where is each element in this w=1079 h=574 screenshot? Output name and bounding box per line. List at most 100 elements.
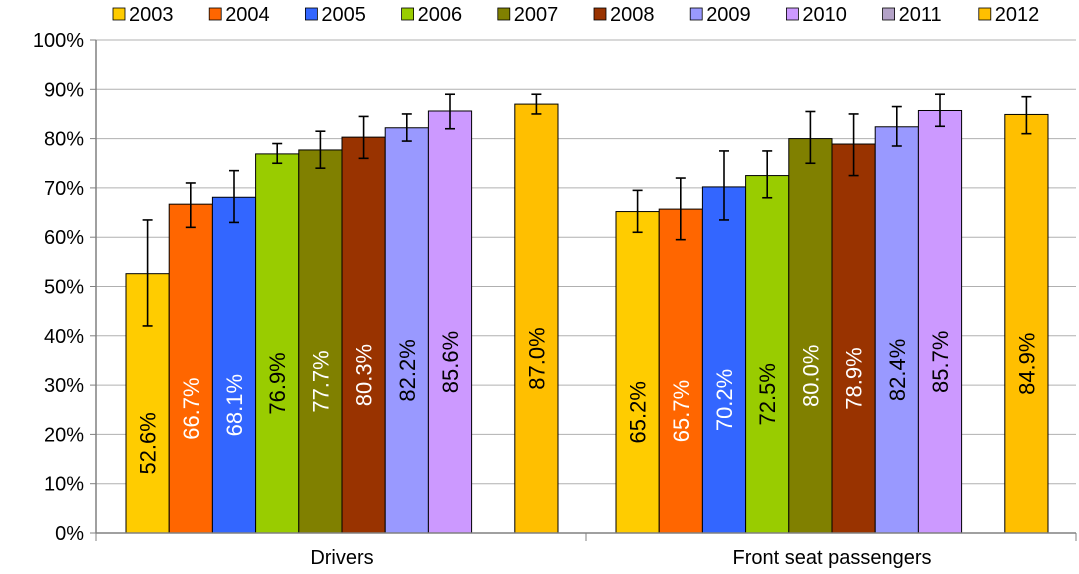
legend-swatch <box>208 7 222 21</box>
legend: 2003 2004 2005 2006 2007 2008 2009 2010 2011 2012 <box>112 4 1040 26</box>
legend-label: 2006 <box>418 4 463 26</box>
error-bar <box>675 177 686 241</box>
x-category-label: Front seat passengers <box>733 547 932 569</box>
data-label: 52.6% <box>136 412 161 474</box>
bar-2008-passengers <box>831 143 876 534</box>
error-bar <box>632 189 643 234</box>
y-tick-label: 0% <box>55 523 84 545</box>
legend-item-2007: 2007 <box>497 4 559 26</box>
bar-2010-passengers <box>917 109 963 534</box>
y-tick-label: 30% <box>44 375 84 397</box>
legend-swatch <box>882 7 895 21</box>
error-bar <box>445 93 455 130</box>
legend-label: 2010 <box>802 4 847 26</box>
legend-label: 2003 <box>129 4 174 26</box>
data-label: 80.3% <box>352 344 377 406</box>
bar-2007-drivers <box>298 149 343 534</box>
error-bar <box>142 219 153 327</box>
bars <box>125 103 1049 534</box>
legend-swatch <box>401 7 415 21</box>
error-bars <box>142 93 1032 327</box>
error-bar <box>185 182 196 229</box>
error-bar <box>272 142 283 165</box>
legend-label: 2009 <box>706 4 751 26</box>
data-label: 76.9% <box>265 352 290 414</box>
data-label: 85.7% <box>928 331 953 393</box>
axes <box>90 39 1077 541</box>
bar-2012-passengers <box>1004 113 1049 534</box>
bar-2007-passengers <box>788 138 833 534</box>
bar-2010-drivers <box>427 110 473 534</box>
error-bar <box>935 93 945 128</box>
data-label: 82.4% <box>885 339 910 401</box>
legend-swatch <box>497 7 511 21</box>
error-bar <box>401 113 412 142</box>
y-tick-label: 50% <box>44 277 84 299</box>
legend-item-2003: 2003 <box>112 4 174 26</box>
data-label: 68.1% <box>222 374 247 436</box>
data-label: 82.2% <box>395 339 420 401</box>
legend-item-2011: 2011 <box>882 4 942 26</box>
bar-2006-drivers <box>255 153 300 534</box>
legend-swatch <box>978 7 992 21</box>
y-axis-ticks: 0% 10% 20% 30% 40% 50% 60% 70% 80% 90% 100% <box>33 30 84 545</box>
y-tick-label: 70% <box>44 178 84 200</box>
legend-label: 2004 <box>225 4 270 26</box>
legend-item-2012: 2012 <box>978 4 1040 26</box>
y-tick-label: 90% <box>44 79 84 101</box>
bar-2009-drivers <box>384 127 429 534</box>
legend-label: 2011 <box>899 4 942 26</box>
error-bar <box>805 110 816 165</box>
bar-2005-drivers <box>211 196 257 534</box>
bar-2005-passengers <box>701 186 747 534</box>
y-tick-label: 80% <box>44 129 84 151</box>
bar-2008-drivers <box>341 136 386 534</box>
data-label: 65.7% <box>669 380 694 442</box>
data-labels: 52.6% 66.7% 68.1% 76.9% 77.7% 80.3% 82.2% 85.6%… <box>136 327 1040 474</box>
data-label: 65.2% <box>626 381 651 443</box>
legend-item-2004: 2004 <box>208 4 270 26</box>
bar-2006-passengers <box>745 175 790 534</box>
y-tick-label: 60% <box>44 227 84 249</box>
data-label: 87.0% <box>524 327 549 389</box>
legend-swatch <box>593 7 607 21</box>
legend-item-2005: 2005 <box>304 4 366 26</box>
error-bar <box>891 105 902 147</box>
data-label: 85.6% <box>438 331 463 393</box>
bar-2009-passengers <box>874 126 919 534</box>
error-bar <box>1021 95 1032 135</box>
error-bar <box>531 93 542 115</box>
legend-swatch <box>304 7 318 21</box>
x-category-label: Drivers <box>310 547 373 569</box>
legend-swatch <box>689 7 703 21</box>
error-bar <box>229 169 239 224</box>
data-label: 78.9% <box>842 347 867 409</box>
bar-2003-passengers <box>615 211 660 534</box>
legend-item-2010: 2010 <box>786 4 847 26</box>
legend-label: 2005 <box>321 4 366 26</box>
error-bar <box>848 113 859 177</box>
error-bar <box>762 150 773 199</box>
y-tick-label: 40% <box>44 326 84 348</box>
legend-label: 2012 <box>995 4 1040 26</box>
data-label: 80.0% <box>798 345 823 407</box>
data-label: 77.7% <box>308 350 333 412</box>
y-tick-label: 100% <box>33 30 84 52</box>
error-bar <box>315 130 326 169</box>
legend-swatch <box>786 7 799 21</box>
data-label: 72.5% <box>755 363 780 425</box>
data-label: 66.7% <box>179 377 204 439</box>
legend-item-2006: 2006 <box>401 4 463 26</box>
bar-2004-passengers <box>658 208 703 534</box>
legend-swatch <box>112 7 126 21</box>
error-bar <box>719 150 729 221</box>
legend-label: 2007 <box>514 4 559 26</box>
x-axis-categories: Drivers Front seat passengers <box>310 547 931 569</box>
bar-2012-drivers <box>514 103 559 534</box>
legend-item-2009: 2009 <box>689 4 751 26</box>
bar-2004-drivers <box>168 203 213 534</box>
data-label: 70.2% <box>712 369 737 431</box>
legend-label: 2008 <box>610 4 655 26</box>
error-bar <box>358 115 369 160</box>
